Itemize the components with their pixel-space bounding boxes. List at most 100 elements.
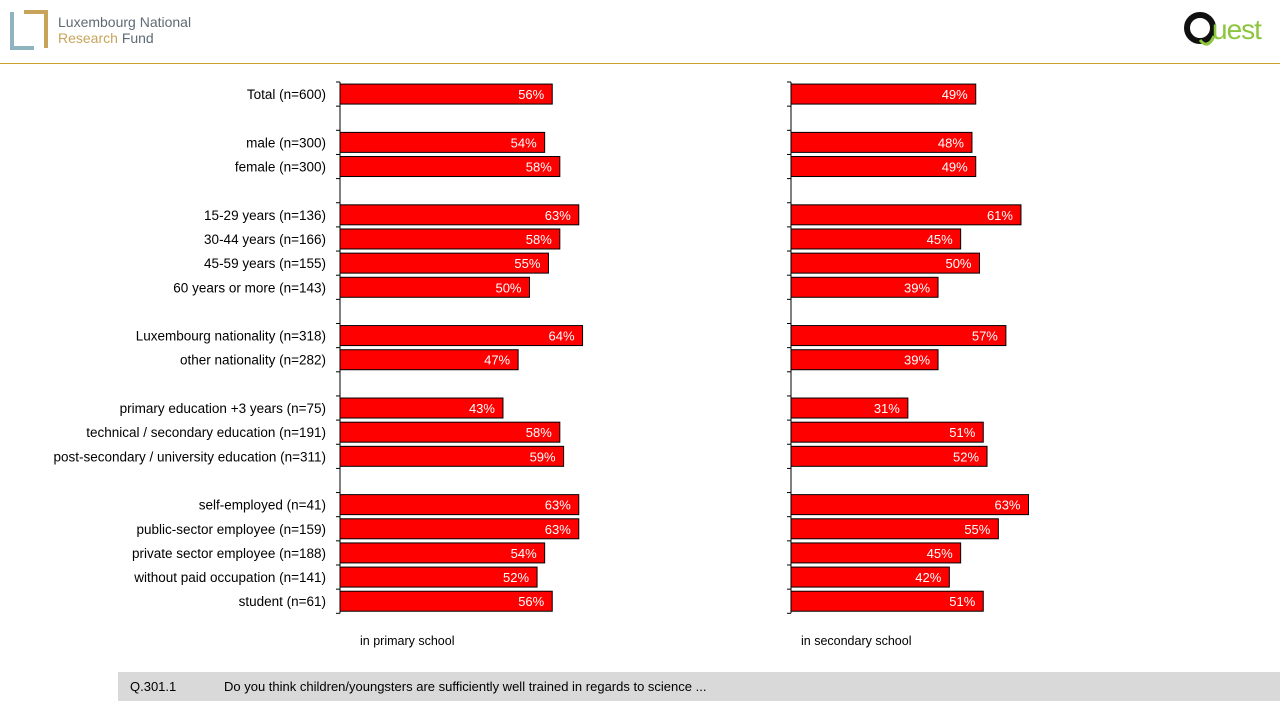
data-label: 31% (874, 401, 900, 416)
data-label: 63% (994, 498, 1020, 513)
bar (339, 131, 546, 153)
bar (339, 349, 519, 371)
category-label: 45-59 years (n=155) (204, 256, 326, 271)
bar (339, 204, 580, 226)
category-label: technical / secondary education (n=191) (86, 425, 326, 440)
data-label: 39% (904, 353, 930, 368)
data-label: 52% (953, 449, 979, 464)
bar (790, 83, 977, 105)
data-label: 47% (484, 353, 510, 368)
data-label: 39% (904, 280, 930, 295)
header-divider (0, 63, 1280, 64)
category-label: student (n=61) (239, 594, 326, 609)
bar (790, 156, 977, 178)
x-axis-label: in primary school (360, 634, 454, 648)
lnrf-logo-icon (10, 10, 48, 50)
category-label: Luxembourg nationality (n=318) (136, 329, 326, 344)
chart-area: Total (n=600) 56% male (n=300) 54% female (n… (53, 81, 1030, 648)
data-label: 51% (949, 594, 975, 609)
data-label: 55% (964, 522, 990, 537)
data-label: 42% (915, 570, 941, 585)
bar (339, 276, 530, 298)
bar (339, 590, 553, 612)
bar (339, 228, 561, 250)
data-label: 50% (945, 256, 971, 271)
data-label: 56% (518, 594, 544, 609)
data-label: 48% (938, 135, 964, 150)
bar (339, 566, 538, 588)
category-label: without paid occupation (n=141) (133, 570, 326, 585)
data-label: 57% (972, 329, 998, 344)
data-label: 56% (518, 87, 544, 102)
quest-logo-icon (1184, 12, 1216, 46)
category-label: private sector employee (n=188) (132, 546, 326, 561)
data-label: 61% (987, 208, 1013, 223)
org-name: Luxembourg National Research Fund (58, 14, 191, 46)
data-label: 43% (469, 401, 495, 416)
bar (790, 494, 1030, 516)
bar (790, 542, 962, 564)
data-label: 58% (526, 425, 552, 440)
question-id: Q.301.1 (130, 679, 177, 694)
data-label: 55% (514, 256, 540, 271)
bar (339, 494, 580, 516)
bar (790, 325, 1007, 347)
category-label: male (n=300) (246, 135, 326, 150)
data-label: 63% (545, 498, 571, 513)
bar (790, 397, 909, 419)
data-label: 45% (927, 232, 953, 247)
bar (790, 518, 999, 540)
category-label: self-employed (n=41) (199, 498, 326, 513)
category-label: 15-29 years (n=136) (204, 208, 326, 223)
bar (339, 518, 580, 540)
bar (339, 83, 553, 105)
bar (790, 566, 950, 588)
category-label: 60 years or more (n=143) (173, 280, 326, 295)
data-label: 59% (530, 449, 556, 464)
bar (790, 252, 980, 274)
data-label: 63% (545, 522, 571, 537)
data-label: 52% (503, 570, 529, 585)
category-label: other nationality (n=282) (180, 353, 326, 368)
bar (339, 252, 549, 274)
category-label: public-sector employee (n=159) (137, 522, 326, 537)
category-label: 30-44 years (n=166) (204, 232, 326, 247)
data-label: 50% (495, 280, 521, 295)
question-bar: Q.301.1 Do you think children/youngsters… (118, 672, 1280, 701)
quest-logo-text: uest (1212, 14, 1262, 45)
bar (790, 276, 939, 298)
bar (339, 421, 561, 443)
data-label: 58% (526, 232, 552, 247)
category-label: Total (n=600) (247, 87, 326, 102)
bar (790, 590, 984, 612)
bar (790, 204, 1022, 226)
bar (790, 349, 939, 371)
org-name-fund: Fund (121, 30, 154, 46)
data-label: 45% (927, 546, 953, 561)
bar (339, 542, 546, 564)
bar (790, 131, 973, 153)
header: Luxembourg National Research Fund uest (0, 0, 1280, 64)
bar (790, 228, 962, 250)
category-label: primary education +3 years (n=75) (120, 401, 326, 416)
bar (790, 445, 988, 467)
question-text: Do you think children/youngsters are suf… (224, 679, 707, 694)
bar (339, 397, 504, 419)
bar (339, 325, 584, 347)
data-label: 58% (526, 160, 552, 175)
category-label: female (n=300) (235, 160, 326, 175)
bar (339, 445, 565, 467)
x-axis-label: in secondary school (801, 634, 911, 648)
bar (339, 156, 561, 178)
category-label: post-secondary / university education (n… (53, 449, 326, 464)
data-label: 51% (949, 425, 975, 440)
bar (790, 421, 984, 443)
data-label: 63% (545, 208, 571, 223)
data-label: 64% (549, 329, 575, 344)
org-name-line1: Luxembourg National (58, 14, 192, 30)
data-label: 54% (511, 546, 537, 561)
data-label: 49% (942, 160, 968, 175)
data-label: 49% (942, 87, 968, 102)
org-name-research: Research (58, 30, 118, 46)
data-label: 54% (511, 135, 537, 150)
